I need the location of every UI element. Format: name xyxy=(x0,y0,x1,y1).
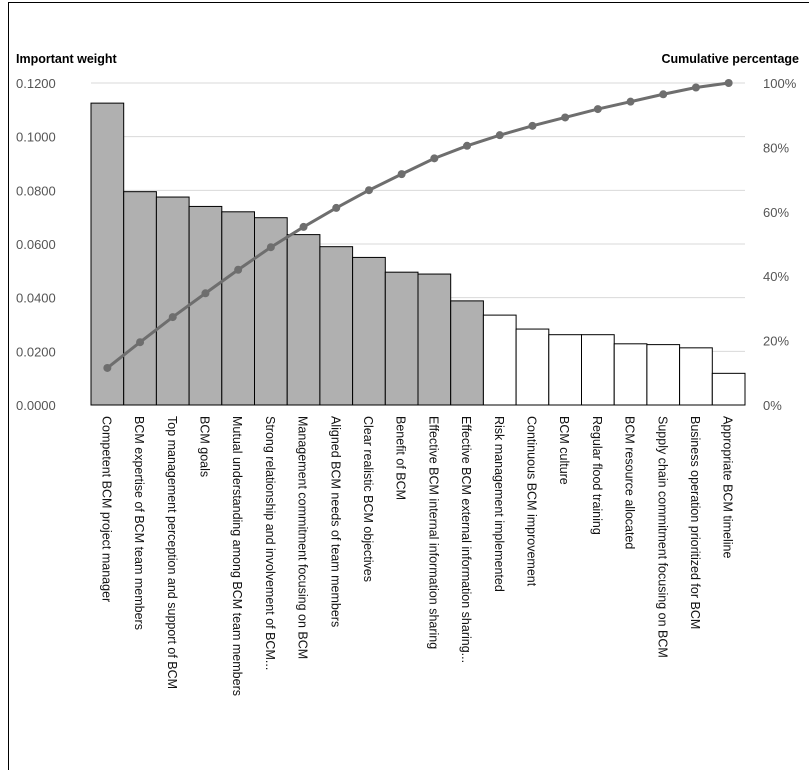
cumulative-point xyxy=(168,313,177,322)
chart-frame xyxy=(8,2,809,770)
right-tick-label: 80% xyxy=(763,140,789,155)
bar xyxy=(711,372,746,406)
bar xyxy=(319,246,354,406)
category-label: Competent BCM project manager xyxy=(99,416,113,602)
bar xyxy=(417,273,452,406)
right-tick-label: 60% xyxy=(763,205,789,220)
category-label: Regular flood training xyxy=(590,416,604,535)
category-label: Mutual understanding among BCM team memb… xyxy=(230,416,244,696)
category-label: BCM goals xyxy=(197,416,211,477)
category-label: Effective BCM internal information shari… xyxy=(426,416,440,649)
left-tick-label: 0.0400 xyxy=(16,291,56,306)
left-tick-label: 0.0000 xyxy=(16,398,56,413)
cumulative-point xyxy=(724,79,733,87)
bar xyxy=(286,234,321,406)
cumulative-point xyxy=(201,289,210,298)
category-label: Continuous BCM improvement xyxy=(524,416,538,587)
bar xyxy=(123,191,157,406)
right-tick-label: 100% xyxy=(763,76,797,91)
category-label: Benefit of BCM xyxy=(394,416,408,500)
cumulative-point xyxy=(561,113,570,122)
category-label: Risk management implemented xyxy=(492,416,506,592)
right-tick-label: 20% xyxy=(763,334,789,349)
category-label: Business operation prioritized for BCM xyxy=(688,416,702,629)
cumulative-point xyxy=(299,222,308,231)
cumulative-point xyxy=(463,141,472,150)
cumulative-point xyxy=(659,90,668,99)
bar xyxy=(482,314,517,406)
cumulative-point xyxy=(495,131,504,140)
bar xyxy=(646,344,681,406)
bar xyxy=(384,271,419,406)
bar xyxy=(450,300,484,406)
bar xyxy=(352,256,386,406)
cumulative-point xyxy=(593,105,602,114)
cumulative-point xyxy=(136,338,145,347)
cumulative-point xyxy=(397,170,406,179)
left-tick-label: 0.1000 xyxy=(16,130,56,145)
cumulative-line xyxy=(106,81,729,370)
bar xyxy=(581,334,615,406)
left-tick-label: 0.0600 xyxy=(16,237,56,252)
cumulative-point xyxy=(332,203,341,212)
bar xyxy=(155,196,190,406)
cumulative-point xyxy=(364,186,373,195)
cumulative-point xyxy=(266,243,275,252)
category-label: Aligned BCM needs of team members xyxy=(328,416,342,627)
left-tick-label: 0.1200 xyxy=(16,76,56,91)
cumulative-point xyxy=(528,121,537,130)
category-label: Appropriate BCM timeline xyxy=(721,416,735,558)
cumulative-point xyxy=(234,265,243,274)
right-tick-label: 0% xyxy=(763,398,782,413)
category-label: Strong relationship and involvement of B… xyxy=(263,416,277,670)
bar xyxy=(548,334,582,406)
category-label: Supply chain commitment focusing on BCM xyxy=(655,416,669,658)
cumulative-point xyxy=(103,363,112,372)
bar xyxy=(515,328,550,406)
category-label: Clear realistic BCM objectives xyxy=(361,416,375,582)
category-label: BCM expertise of BCM team members xyxy=(132,416,146,630)
cumulative-point xyxy=(430,154,439,163)
cumulative-point xyxy=(691,83,700,92)
cumulative-point xyxy=(626,97,635,106)
left-tick-label: 0.0800 xyxy=(16,183,56,198)
category-label: Management commitment focusing on BCM xyxy=(296,416,310,659)
category-label: BCM resource allocated xyxy=(623,416,637,549)
category-label: BCM culture xyxy=(557,416,571,485)
bar xyxy=(188,205,223,406)
bar xyxy=(613,343,648,406)
left-tick-label: 0.0200 xyxy=(16,344,56,359)
right-tick-label: 40% xyxy=(763,269,789,284)
category-label: Effective BCM external information shari… xyxy=(459,416,473,663)
right-axis-title: Cumulative percentage xyxy=(661,52,799,66)
bar xyxy=(221,211,256,406)
left-axis-title: Important weight xyxy=(16,52,118,66)
bar xyxy=(679,347,713,406)
category-label: Top management perception and support of… xyxy=(165,416,179,689)
